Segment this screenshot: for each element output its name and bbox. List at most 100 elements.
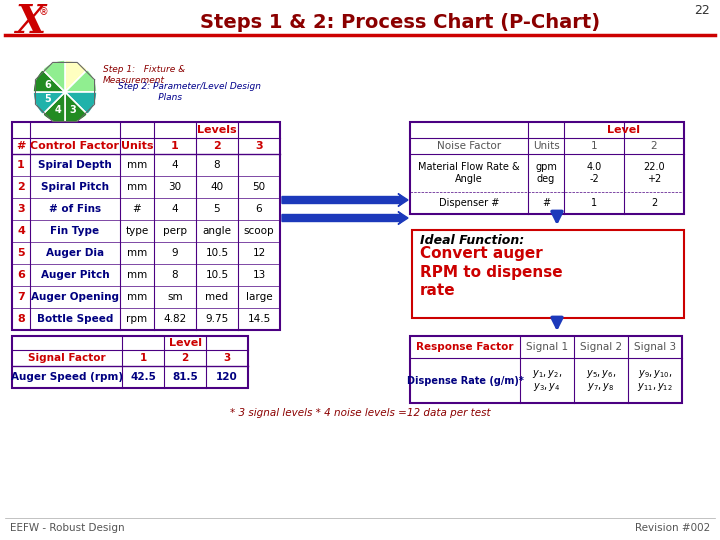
Text: X: X <box>15 3 45 41</box>
Text: 6: 6 <box>256 204 262 214</box>
Polygon shape <box>65 60 88 92</box>
Text: 1: 1 <box>171 141 179 151</box>
Text: 3: 3 <box>223 353 230 363</box>
Polygon shape <box>33 69 65 92</box>
Text: 2: 2 <box>17 182 25 192</box>
Text: Signal 2: Signal 2 <box>580 342 622 352</box>
Text: 40: 40 <box>210 182 224 192</box>
Text: #: # <box>542 198 550 208</box>
Text: Noise Factor: Noise Factor <box>437 141 501 151</box>
Text: 4.82: 4.82 <box>163 314 186 324</box>
Text: # of Fins: # of Fins <box>49 204 101 214</box>
Text: 1: 1 <box>17 160 25 170</box>
Text: 13: 13 <box>253 270 266 280</box>
Text: angle: angle <box>202 226 232 236</box>
Text: Levels: Levels <box>197 125 237 135</box>
FancyBboxPatch shape <box>410 122 684 214</box>
Text: 2: 2 <box>651 198 657 208</box>
Text: Spiral Pitch: Spiral Pitch <box>41 182 109 192</box>
Polygon shape <box>33 92 65 114</box>
Text: Material Flow Rate &
Angle: Material Flow Rate & Angle <box>418 162 520 184</box>
Text: 3: 3 <box>255 141 263 151</box>
Text: 8: 8 <box>171 270 179 280</box>
Text: 8: 8 <box>17 314 25 324</box>
Text: 14.5: 14.5 <box>248 314 271 324</box>
Text: 10.5: 10.5 <box>205 248 228 258</box>
Text: Fin Type: Fin Type <box>50 226 99 236</box>
Text: 4: 4 <box>17 226 25 236</box>
Text: EEFW - Robust Design: EEFW - Robust Design <box>10 523 125 533</box>
Text: Step 1:   Fixture &
Measurement: Step 1: Fixture & Measurement <box>103 65 185 85</box>
Text: 4: 4 <box>171 160 179 170</box>
Text: 1: 1 <box>591 198 597 208</box>
Text: 30: 30 <box>168 182 181 192</box>
Text: 4: 4 <box>171 204 179 214</box>
Text: sm: sm <box>167 292 183 302</box>
Text: perp: perp <box>163 226 187 236</box>
Text: $y_1,y_2,$
$y_3,y_4$: $y_1,y_2,$ $y_3,y_4$ <box>532 368 562 393</box>
Text: Auger Pitch: Auger Pitch <box>41 270 109 280</box>
Polygon shape <box>65 92 88 124</box>
Text: type: type <box>125 226 148 236</box>
Text: Level: Level <box>608 125 641 135</box>
Text: scoop: scoop <box>243 226 274 236</box>
Polygon shape <box>65 69 97 92</box>
Text: 120: 120 <box>216 372 238 382</box>
Text: Dispenser #: Dispenser # <box>438 198 499 208</box>
Text: mm: mm <box>127 292 147 302</box>
Text: gpm
deg: gpm deg <box>535 162 557 184</box>
Text: Bottle Speed: Bottle Speed <box>37 314 113 324</box>
Text: 3: 3 <box>69 105 76 114</box>
Polygon shape <box>42 60 65 92</box>
Text: med: med <box>205 292 228 302</box>
Text: #: # <box>17 141 26 151</box>
Text: Convert auger
RPM to dispense
rate: Convert auger RPM to dispense rate <box>420 246 562 298</box>
Text: 9: 9 <box>171 248 179 258</box>
Text: 50: 50 <box>253 182 266 192</box>
Text: 5: 5 <box>44 94 50 104</box>
Text: ®: ® <box>39 7 49 17</box>
Text: 22: 22 <box>694 3 710 17</box>
FancyBboxPatch shape <box>12 336 248 388</box>
Text: Auger Opening: Auger Opening <box>31 292 119 302</box>
Text: Units: Units <box>533 141 559 151</box>
Text: 4.0
-2: 4.0 -2 <box>586 162 602 184</box>
Text: mm: mm <box>127 160 147 170</box>
Text: rpm: rpm <box>127 314 148 324</box>
FancyArrow shape <box>282 193 408 206</box>
Text: 81.5: 81.5 <box>172 372 198 382</box>
Text: Signal 1: Signal 1 <box>526 342 568 352</box>
Text: Steps 1 & 2: Process Chart (P-Chart): Steps 1 & 2: Process Chart (P-Chart) <box>200 12 600 31</box>
FancyBboxPatch shape <box>410 336 682 403</box>
Text: 3: 3 <box>17 204 24 214</box>
FancyArrow shape <box>282 212 408 225</box>
Polygon shape <box>65 92 97 114</box>
Text: Auger Dia: Auger Dia <box>46 248 104 258</box>
Text: Ideal Function:: Ideal Function: <box>420 233 524 246</box>
Text: 12: 12 <box>253 248 266 258</box>
Text: $y_9,y_{10},$
$y_{11},y_{12}$: $y_9,y_{10},$ $y_{11},y_{12}$ <box>637 368 672 393</box>
Text: Response Factor: Response Factor <box>416 342 514 352</box>
Text: large: large <box>246 292 272 302</box>
Text: * 3 signal levels * 4 noise levels =12 data per test: * 3 signal levels * 4 noise levels =12 d… <box>230 408 490 418</box>
Text: 1: 1 <box>590 141 598 151</box>
Text: 42.5: 42.5 <box>130 372 156 382</box>
Text: Control Factor: Control Factor <box>30 141 120 151</box>
Text: Level: Level <box>168 338 202 348</box>
Text: 5: 5 <box>17 248 24 258</box>
Text: 1: 1 <box>140 353 147 363</box>
Text: 6: 6 <box>17 270 25 280</box>
Text: Dispense Rate (g/m)*: Dispense Rate (g/m)* <box>407 375 523 386</box>
Text: Auger Speed (rpm): Auger Speed (rpm) <box>11 372 123 382</box>
Text: 7: 7 <box>17 292 25 302</box>
Text: 9.75: 9.75 <box>205 314 229 324</box>
Text: Revision #002: Revision #002 <box>635 523 710 533</box>
FancyBboxPatch shape <box>12 122 280 330</box>
Text: $y_5,y_6,$
$y_7,y_8$: $y_5,y_6,$ $y_7,y_8$ <box>586 368 616 393</box>
Text: Signal Factor: Signal Factor <box>28 353 106 363</box>
FancyBboxPatch shape <box>412 230 684 318</box>
Text: 2: 2 <box>651 141 657 151</box>
Text: mm: mm <box>127 182 147 192</box>
Text: 8: 8 <box>214 160 220 170</box>
Text: 2: 2 <box>181 353 189 363</box>
